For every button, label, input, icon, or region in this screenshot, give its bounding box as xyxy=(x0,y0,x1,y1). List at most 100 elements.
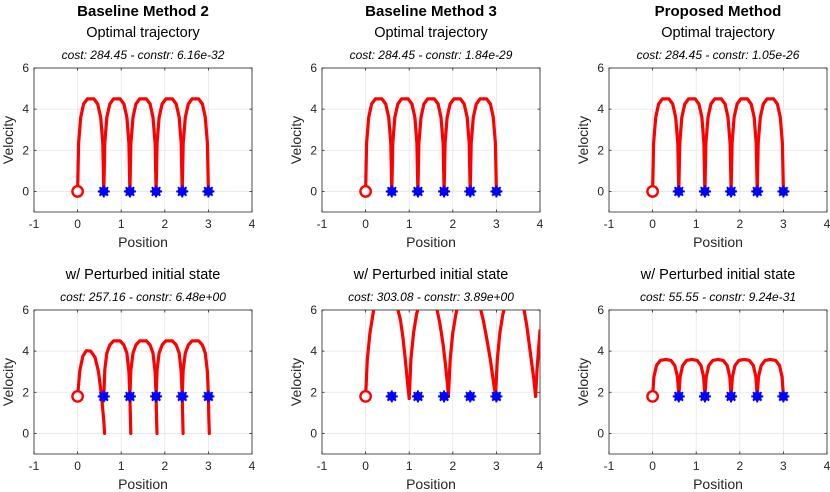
x-axis-label: Position xyxy=(118,234,168,250)
x-tick-label: 4 xyxy=(824,459,830,473)
method-title: Baseline Method 2 xyxy=(77,3,209,20)
trajectory-lines xyxy=(364,97,498,193)
waypoint-marker xyxy=(490,390,503,403)
waypoint-marker xyxy=(751,390,764,403)
trajectory-trajectory xyxy=(729,97,759,193)
x-tick-label: 2 xyxy=(161,217,168,231)
waypoint-spoke xyxy=(439,391,450,402)
x-tick-label: 0 xyxy=(74,217,81,231)
waypoint-spoke xyxy=(124,186,135,197)
x-tick-label: 1 xyxy=(406,217,413,231)
waypoint-marker xyxy=(464,390,477,403)
y-axis-label: Velocity xyxy=(0,116,16,164)
trajectory-trajectory xyxy=(75,97,106,193)
start-marker xyxy=(359,389,372,403)
waypoint-marker xyxy=(725,185,738,198)
x-tick-label: -1 xyxy=(317,459,328,473)
start-marker xyxy=(71,185,85,198)
trajectory-segment-7 xyxy=(493,310,506,398)
cost-annotation: cost: 55.55 - constr: 9.24e-31 xyxy=(640,290,796,304)
trajectory-lines xyxy=(650,97,786,193)
x-tick-label: 3 xyxy=(493,217,500,231)
start-marker xyxy=(646,389,659,403)
y-tick-label: 2 xyxy=(310,143,317,157)
waypoint-marker xyxy=(438,390,451,403)
y-tick-label: 6 xyxy=(597,303,604,317)
waypoint-spoke xyxy=(203,391,214,402)
y-tick-label: 6 xyxy=(22,303,29,317)
plot-title: Optimal trajectory xyxy=(661,25,775,41)
subplot-1: Baseline Method 2 Optimal trajectory cost:… xyxy=(0,3,256,250)
trajectory-lines xyxy=(75,339,211,435)
x-tick-label: -1 xyxy=(604,217,615,231)
grid xyxy=(321,67,541,212)
waypoint-marker xyxy=(385,185,398,198)
x-axis-label: Position xyxy=(693,234,743,250)
waypoint-spoke xyxy=(177,391,188,402)
waypoint-spoke xyxy=(439,186,450,197)
waypoint-marker xyxy=(672,185,685,198)
waypoint-spoke xyxy=(177,186,188,197)
cost-annotation: cost: 284.45 - constr: 1.84e-29 xyxy=(350,48,513,62)
x-axis-label: Position xyxy=(406,234,456,250)
y-tick-label: 4 xyxy=(597,344,604,358)
waypoint-marker xyxy=(150,185,163,198)
x-tick-label: 0 xyxy=(362,459,369,473)
axes-box xyxy=(321,309,541,455)
trajectory-trajectory xyxy=(703,97,733,193)
x-tick-label: 4 xyxy=(824,217,830,231)
grid xyxy=(321,309,541,454)
y-axis-label: Velocity xyxy=(0,358,16,406)
waypoint-marker xyxy=(751,185,764,198)
trajectory-segment-4 xyxy=(154,339,185,435)
axes-box xyxy=(321,67,541,213)
subplot-3: Proposed Method Optimal trajectory cost: 2… xyxy=(575,3,830,250)
x-axis-label: Position xyxy=(693,476,743,492)
y-tick-label: 6 xyxy=(597,61,604,75)
x-tick-label: 4 xyxy=(537,217,544,231)
grid xyxy=(608,67,828,212)
waypoint-spoke xyxy=(98,391,109,402)
x-tick-label: 0 xyxy=(649,217,656,231)
x-tick-label: 1 xyxy=(693,217,700,231)
x-tick-label: 3 xyxy=(205,217,212,231)
trajectory-trajectory xyxy=(650,97,681,193)
y-tick-label: 2 xyxy=(22,143,29,157)
trajectory-trajectory xyxy=(703,357,733,398)
waypoint-spoke xyxy=(386,391,397,402)
waypoint-spoke xyxy=(386,186,397,197)
waypoint-spoke xyxy=(412,186,423,197)
waypoint-spoke xyxy=(673,391,684,402)
x-tick-label: 0 xyxy=(362,217,369,231)
waypoint-marker xyxy=(777,185,790,198)
waypoint-spoke xyxy=(726,186,737,197)
x-tick-label: 0 xyxy=(649,459,656,473)
waypoint-marker xyxy=(698,185,711,198)
subplot-2: Baseline Method 3 Optimal trajectory cost:… xyxy=(288,3,544,250)
cost-annotation: cost: 257.16 - constr: 6.48e+00 xyxy=(60,290,226,304)
waypoint-spoke xyxy=(151,186,162,197)
cost-annotation: cost: 284.45 - constr: 1.05e-26 xyxy=(637,48,800,62)
x-tick-label: 3 xyxy=(205,459,212,473)
trajectory-trajectory xyxy=(102,97,132,193)
y-tick-label: 0 xyxy=(310,426,317,440)
y-tick-label: 6 xyxy=(310,61,317,75)
waypoint-marker xyxy=(411,390,424,403)
trajectory-segment-3 xyxy=(128,339,159,435)
axes-box xyxy=(33,309,253,455)
start-marker xyxy=(71,389,85,403)
x-tick-label: 3 xyxy=(780,217,787,231)
trajectory-segment-1 xyxy=(364,310,376,398)
x-tick-label: 3 xyxy=(780,459,787,473)
waypoint-marker xyxy=(464,185,477,198)
x-tick-label: 3 xyxy=(493,459,500,473)
y-tick-label: 4 xyxy=(310,102,317,116)
waypoint-spoke xyxy=(465,186,476,197)
y-axis-label: Velocity xyxy=(575,358,591,406)
trajectory-trajectory xyxy=(180,97,210,193)
trajectory-trajectory xyxy=(364,97,394,193)
x-tick-label: 1 xyxy=(693,459,700,473)
y-tick-label: 4 xyxy=(22,102,29,116)
y-tick-label: 6 xyxy=(310,303,317,317)
